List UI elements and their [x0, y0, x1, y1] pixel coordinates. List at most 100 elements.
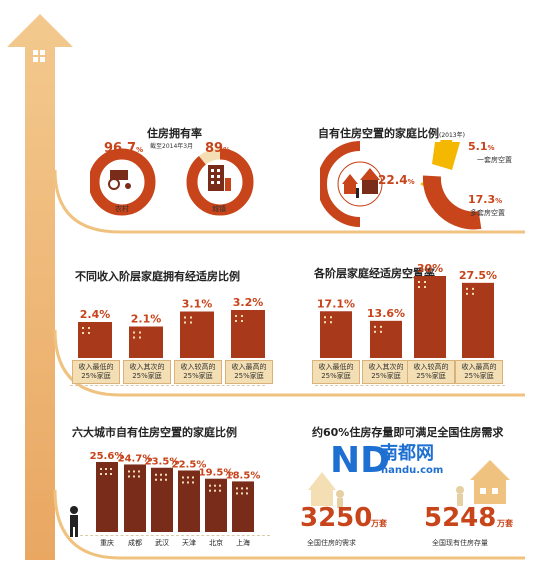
bar-dots-decoration	[138, 470, 140, 473]
bar-dots-decoration	[219, 484, 221, 487]
bar-dots-decoration	[165, 478, 167, 481]
chart3-value-label: 24.7%	[118, 453, 153, 464]
chart3-value-label: 19.5%	[199, 468, 234, 479]
bar-dots-decoration	[155, 478, 157, 481]
chart3-bar	[178, 470, 200, 532]
chart1-bar	[180, 311, 214, 358]
bar-dots-decoration	[235, 315, 237, 317]
ownership-rings	[90, 148, 254, 216]
chart3-value-label: 18.5%	[226, 470, 261, 481]
chart3-bar	[151, 467, 173, 532]
ownership-note: 截至2014年3月	[150, 143, 194, 150]
bar-dots-decoration	[160, 478, 162, 481]
chart2-title: 各阶层家庭经适房空置率	[314, 267, 435, 280]
bar-dots-decoration	[105, 468, 107, 470]
chart2-category-label: 收入其次的 25%家庭	[362, 360, 410, 384]
bar-dots-decoration	[241, 492, 243, 495]
bar-dots-decoration	[139, 336, 141, 339]
bar-dots-decoration	[236, 487, 238, 490]
bar-dots-decoration	[110, 473, 112, 475]
rural-label: 农村	[115, 205, 129, 213]
bar-dots-decoration	[160, 473, 162, 476]
bar-dots-decoration	[241, 315, 243, 317]
chart2-category-label: 收入最高的 25%家庭	[455, 360, 503, 384]
urban-ownership-value: 89%	[205, 141, 231, 156]
bar-dots-decoration	[246, 487, 248, 490]
rural-ownership-value: 96.7%	[104, 141, 144, 156]
bar-dots-decoration	[82, 327, 84, 329]
chart1-value-label: 2.4%	[80, 308, 111, 321]
vacancy-multi-value: 17.3%	[468, 193, 503, 206]
bar-dots-decoration	[128, 475, 130, 478]
chart3-value-label: 22.5%	[172, 459, 207, 470]
bar-dots-decoration	[466, 287, 468, 290]
chart1-category-label: 收入最低的 25%家庭	[72, 360, 120, 384]
chart3-city-label: 重庆	[100, 538, 114, 547]
bar-dots-decoration	[246, 492, 248, 495]
bar-dots-decoration	[324, 316, 326, 319]
chart1-value-label: 3.2%	[233, 296, 264, 309]
urban-label: 城镇	[212, 205, 226, 213]
nandu-logo: ND 南都网 nandu.com	[330, 440, 444, 481]
bar-dots-decoration	[241, 487, 243, 490]
chart1-category-label: 收入最高的 25%家庭	[225, 360, 273, 384]
chart1-value-label: 3.1%	[182, 298, 213, 311]
bar-dots-decoration	[133, 475, 135, 478]
chart3-bar	[205, 478, 227, 532]
bar-dots-decoration	[466, 292, 468, 295]
bar-dots-decoration	[214, 489, 216, 492]
bar-dots-decoration	[241, 320, 243, 322]
bar-dots-decoration	[139, 331, 141, 334]
chart3-bar	[124, 464, 146, 532]
bar-dots-decoration	[128, 470, 130, 473]
ownership-title: 住房拥有率	[147, 127, 202, 140]
bar-dots-decoration	[418, 286, 420, 288]
bar-dots-decoration	[472, 292, 474, 295]
chart3-city-label: 武汉	[155, 538, 169, 547]
bar-dots-decoration	[155, 473, 157, 476]
chart2-value-label: 17.1%	[317, 297, 355, 310]
bar-dots-decoration	[184, 321, 186, 324]
bar-dots-decoration	[330, 316, 332, 319]
bar-dots-decoration	[138, 475, 140, 478]
chart3-value-label: 23.5%	[145, 457, 180, 468]
chart1-category-label: 收入其次的 25%家庭	[123, 360, 171, 384]
chart3-title: 六大城市自有住房空置的家庭比例	[72, 426, 237, 439]
chart2-category-label: 收入最低的 25%家庭	[312, 360, 360, 384]
bar-dots-decoration	[192, 476, 194, 479]
bar-dots-decoration	[190, 316, 192, 319]
bar-dots-decoration	[184, 316, 186, 319]
supply-label: 全国现有住房存量	[432, 539, 488, 547]
supply-unit: 万套	[497, 519, 513, 528]
chart1-bar	[231, 310, 265, 358]
demand-unit: 万套	[371, 519, 387, 528]
bar-dots-decoration	[209, 489, 211, 492]
chart3-value-label: 25.6%	[90, 451, 125, 462]
bar-dots-decoration	[192, 481, 194, 484]
bar-dots-decoration	[190, 321, 192, 324]
vacancy-multi-label: 多套房空置	[470, 209, 505, 217]
bar-dots-decoration	[324, 321, 326, 324]
bar-dots-decoration	[133, 331, 135, 334]
chart2-bar	[462, 282, 494, 358]
bar-dots-decoration	[82, 332, 84, 334]
demand-value: 3250	[300, 503, 373, 533]
bar-dots-decoration	[187, 476, 189, 479]
bar-dots-decoration	[418, 281, 420, 283]
bar-dots-decoration	[105, 473, 107, 475]
bar-dots-decoration	[235, 320, 237, 322]
bar-dots-decoration	[209, 484, 211, 487]
bar-dots-decoration	[165, 473, 167, 476]
person-icon	[70, 506, 78, 537]
bar-dots-decoration	[182, 476, 184, 479]
bar-dots-decoration	[374, 330, 376, 333]
chart2-bar	[414, 276, 446, 358]
chart2-category-label: 收入较高的 25%家庭	[407, 360, 455, 384]
chart1-value-label: 2.1%	[131, 313, 162, 326]
bar-dots-decoration	[236, 492, 238, 495]
chart3-city-label: 上海	[236, 538, 250, 547]
bar-dots-decoration	[88, 332, 90, 334]
